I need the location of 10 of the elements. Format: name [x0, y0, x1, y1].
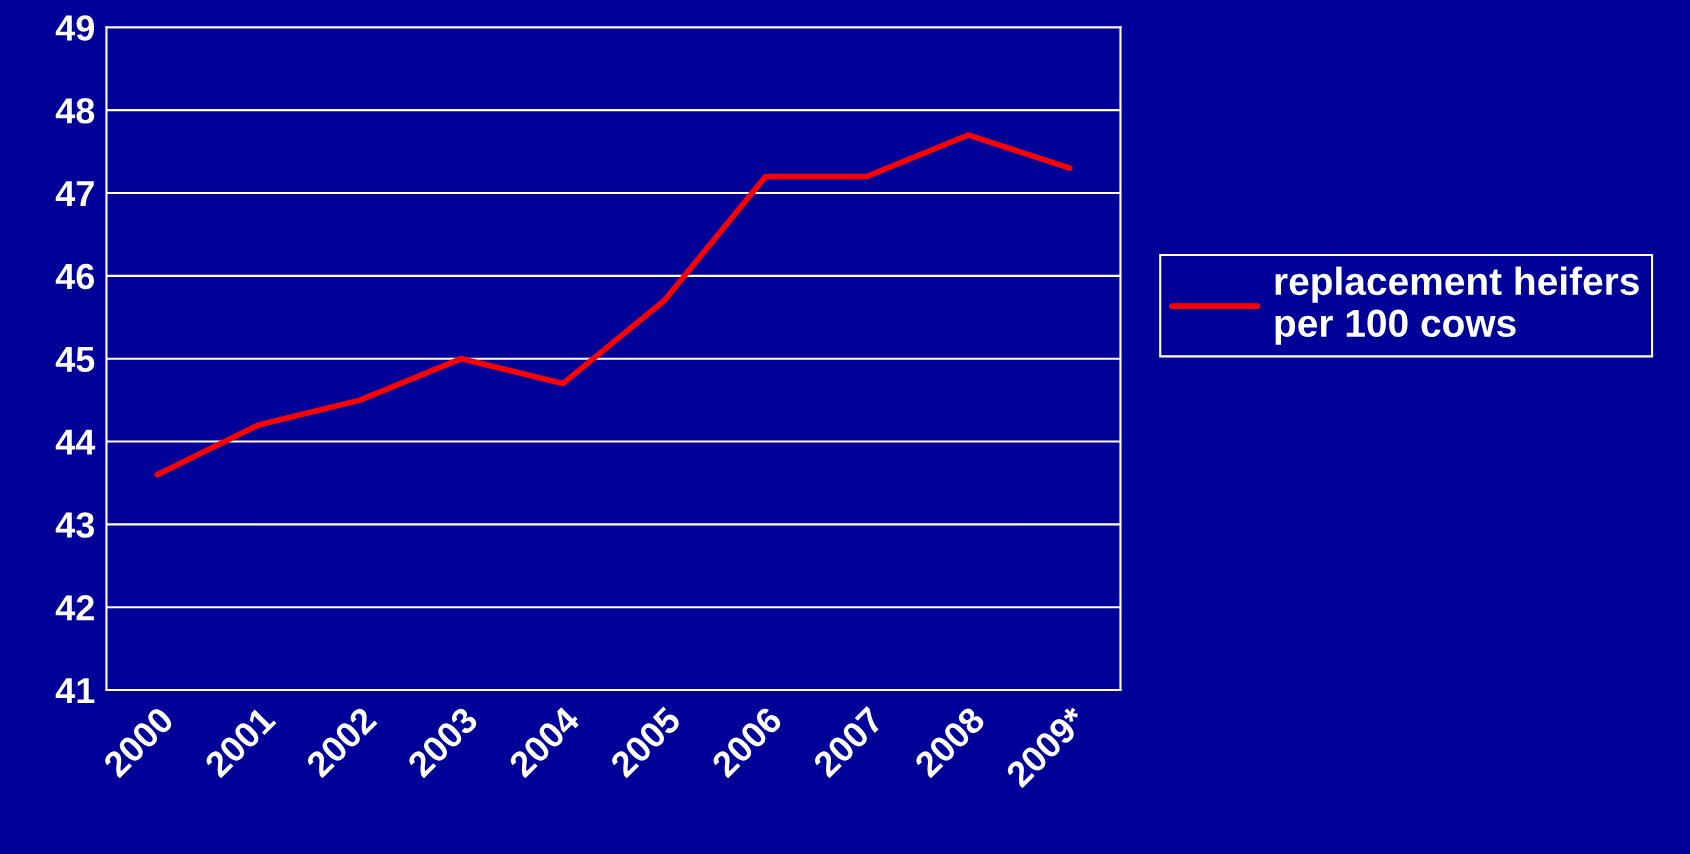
- y-tick-label: 41: [55, 678, 95, 704]
- y-tick-label: 46: [55, 263, 95, 290]
- y-tick-label: 44: [55, 429, 96, 455]
- y-tick-label: 43: [55, 512, 95, 538]
- y-tick-label: 47: [55, 181, 94, 207]
- y-tick-label: 49: [55, 15, 95, 41]
- y-tick-label: 48: [55, 98, 95, 124]
- legend-label: replacement heifers per 100 cows: [1275, 266, 1639, 345]
- y-tick-label: 45: [55, 346, 95, 373]
- y-tick-label: 42: [55, 595, 94, 621]
